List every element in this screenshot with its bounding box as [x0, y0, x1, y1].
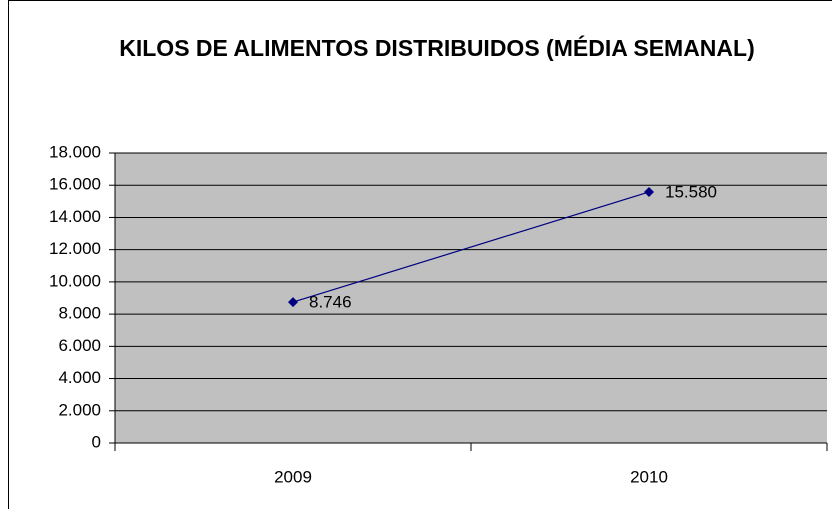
plot-area: [115, 153, 827, 443]
x-tick-label: 2009: [274, 467, 312, 486]
y-tick-label: 0: [92, 432, 101, 451]
y-tick-label: 18.000: [49, 142, 101, 161]
data-point: [288, 297, 298, 308]
chart-border: [8, 0, 832, 509]
chart-title: KILOS DE ALIMENTOS DISTRIBUIDOS (MÉDIA S…: [119, 35, 755, 61]
y-tick-label: 6.000: [58, 336, 101, 355]
data-label: 15.580: [665, 182, 717, 201]
y-tick-label: 12.000: [49, 239, 101, 258]
y-tick-label: 4.000: [58, 368, 101, 387]
x-tick-label: 2010: [630, 467, 668, 486]
y-tick-label: 16.000: [49, 175, 101, 194]
data-line: [292, 191, 650, 303]
y-tick-label: 14.000: [49, 207, 101, 226]
y-tick-label: 10.000: [49, 271, 101, 290]
y-tick-label: 8.000: [58, 304, 101, 323]
data-label: 8.746: [309, 293, 352, 312]
data-point: [644, 186, 654, 197]
y-tick-label: 2.000: [58, 400, 101, 419]
